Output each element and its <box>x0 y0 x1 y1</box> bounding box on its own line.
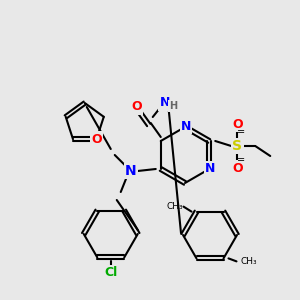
Text: O: O <box>131 100 142 113</box>
Text: =: = <box>237 155 245 165</box>
Text: Cl: Cl <box>104 266 117 280</box>
Text: O: O <box>232 118 243 130</box>
Text: H: H <box>169 101 177 111</box>
Text: CH₃: CH₃ <box>166 202 183 211</box>
Text: N: N <box>181 119 191 133</box>
Text: S: S <box>232 139 242 153</box>
Text: O: O <box>91 133 102 146</box>
Text: CH₃: CH₃ <box>240 257 257 266</box>
Text: N: N <box>125 164 136 178</box>
Text: N: N <box>205 163 215 176</box>
Text: O: O <box>232 161 243 175</box>
Text: N: N <box>160 97 170 110</box>
Text: =: = <box>237 127 245 137</box>
